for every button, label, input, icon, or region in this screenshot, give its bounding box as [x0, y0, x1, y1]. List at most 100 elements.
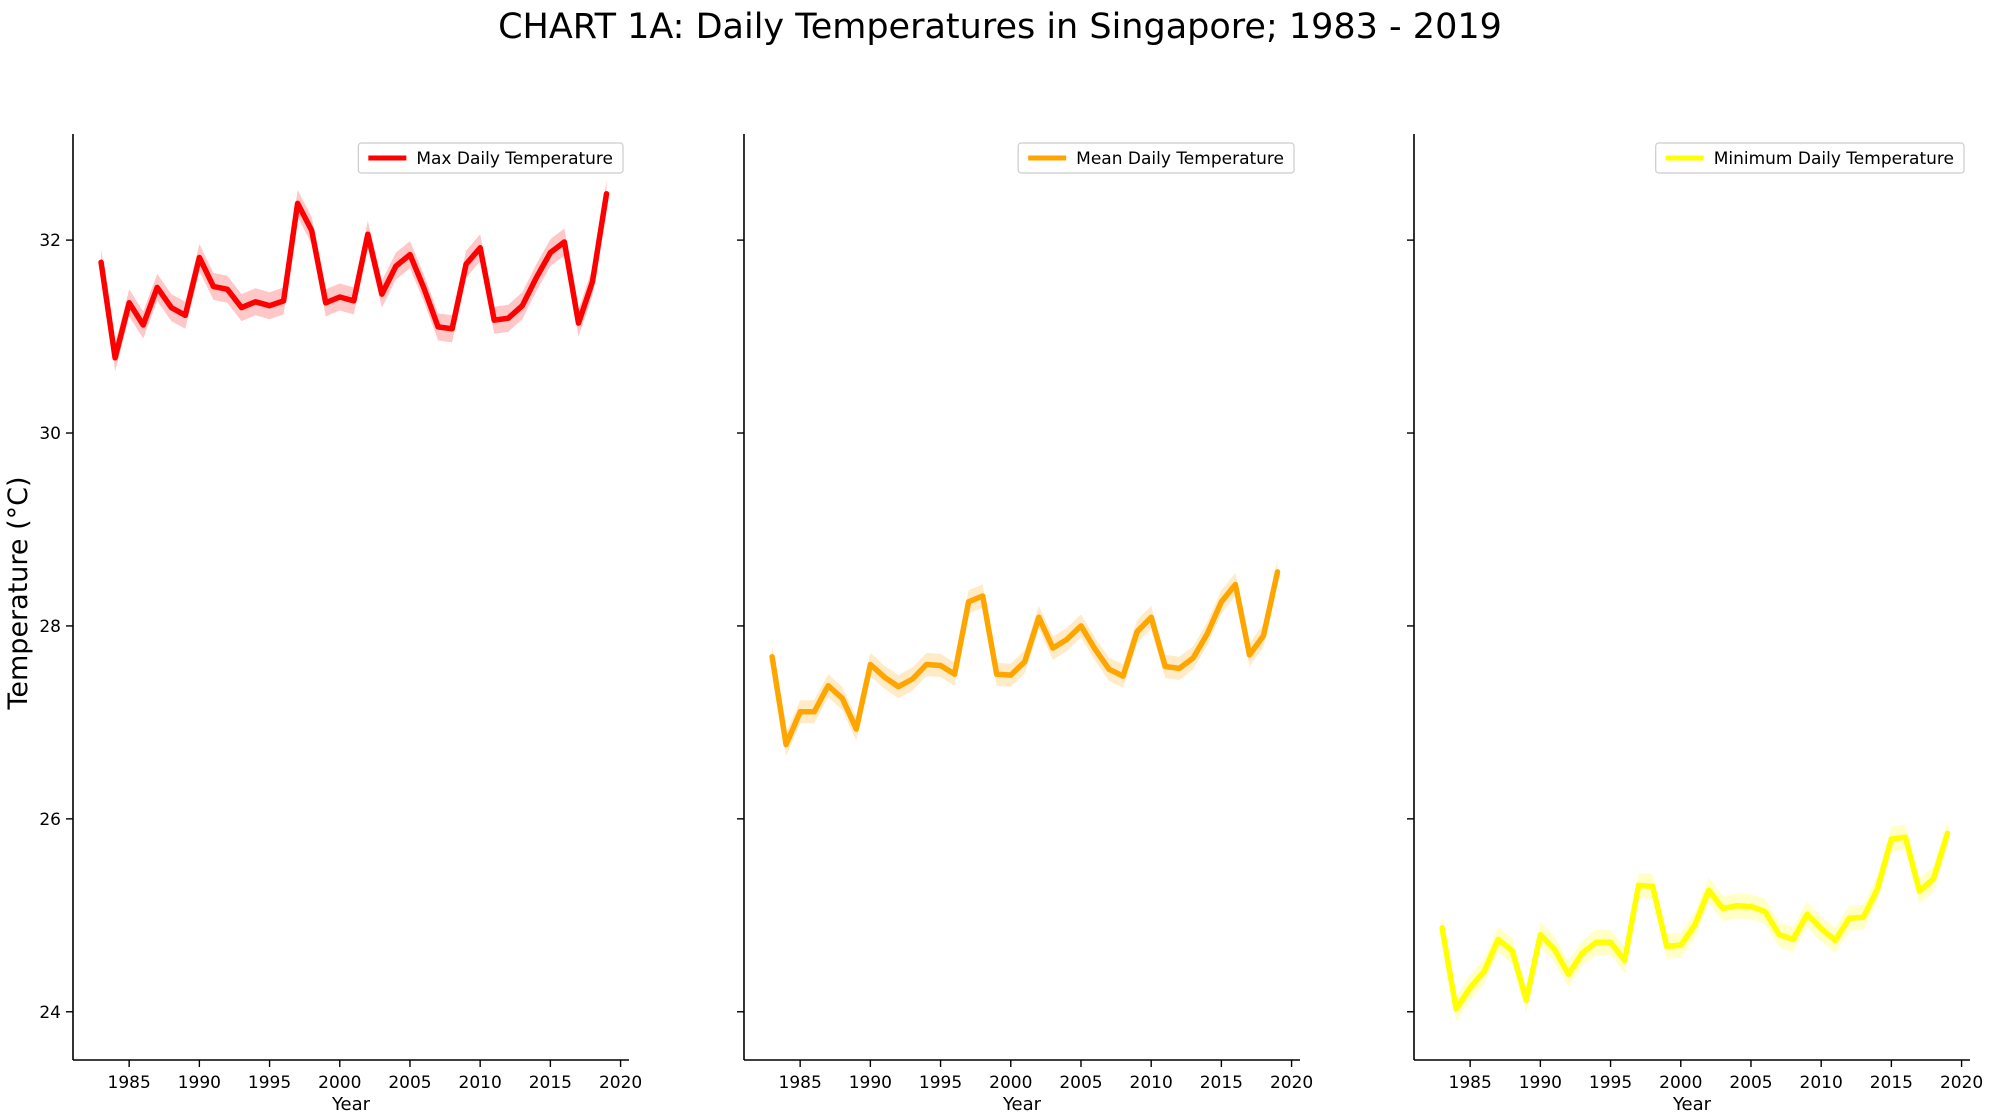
data-point: [211, 284, 216, 289]
data-point: [1247, 652, 1252, 657]
confidence-band-max-daily-temperature: [101, 180, 607, 372]
x-tick-label: 1995: [1589, 1073, 1632, 1093]
x-tick-label: 1990: [1519, 1073, 1562, 1093]
data-point: [770, 654, 775, 659]
x-tick-label: 1990: [178, 1073, 221, 1093]
legend-label: Minimum Daily Temperature: [1714, 149, 1954, 169]
data-point: [295, 201, 300, 206]
data-point: [1050, 646, 1055, 651]
data-point: [1149, 615, 1154, 620]
data-point: [1079, 623, 1084, 628]
data-point: [952, 672, 957, 677]
y-tick-label: 24: [39, 1003, 61, 1023]
data-point: [1275, 569, 1280, 574]
data-point: [784, 742, 789, 747]
data-point: [323, 300, 328, 305]
x-tick-label: 2000: [1659, 1073, 1702, 1093]
data-point: [183, 313, 188, 318]
legend-box: [1017, 142, 1295, 174]
data-point: [1482, 969, 1487, 974]
data-point: [910, 677, 915, 682]
data-point: [1566, 972, 1571, 977]
y-tick-label: 30: [39, 424, 61, 444]
x-tick-label: 2010: [459, 1073, 502, 1093]
x-tick-label: 1985: [779, 1073, 822, 1093]
data-point: [1580, 950, 1585, 955]
data-point: [141, 323, 146, 328]
x-tick-label: 1985: [108, 1073, 151, 1093]
x-tick-label: 1995: [248, 1073, 291, 1093]
data-point: [1524, 998, 1529, 1003]
legend-box: [1655, 142, 1965, 174]
data-point: [868, 662, 873, 667]
data-point: [1454, 1006, 1459, 1011]
data-point: [1538, 932, 1543, 937]
x-axis-label: Year: [331, 1094, 371, 1114]
data-point: [1889, 837, 1894, 842]
x-tick-label: 2005: [1729, 1073, 1772, 1093]
x-tick-label: 2005: [388, 1073, 431, 1093]
data-point: [1093, 647, 1098, 652]
data-point: [408, 252, 413, 257]
data-point: [1636, 883, 1641, 888]
data-point: [1191, 655, 1196, 660]
data-point: [1008, 673, 1013, 678]
data-point: [604, 191, 609, 196]
x-axis-label: Year: [1002, 1094, 1042, 1114]
data-point: [548, 250, 553, 255]
data-point: [854, 727, 859, 732]
data-point: [253, 299, 258, 304]
data-point: [896, 684, 901, 689]
x-tick-label: 1995: [919, 1073, 962, 1093]
data-point: [1552, 947, 1557, 952]
x-tick-label: 1990: [849, 1073, 892, 1093]
data-point: [127, 300, 132, 305]
data-point: [99, 260, 104, 265]
data-point: [436, 324, 441, 329]
data-point: [1163, 664, 1168, 669]
data-point: [1777, 932, 1782, 937]
x-tick-label: 2005: [1059, 1073, 1102, 1093]
data-point: [1261, 633, 1266, 638]
data-point: [239, 305, 244, 310]
data-point: [1622, 958, 1627, 963]
data-point: [365, 232, 370, 237]
data-point: [1135, 629, 1140, 634]
x-tick-label: 2015: [1870, 1073, 1913, 1093]
y-tick-label: 32: [39, 231, 61, 251]
data-point: [225, 287, 230, 292]
x-tick-label: 2000: [318, 1073, 361, 1093]
data-point: [492, 318, 497, 323]
data-point: [1931, 876, 1936, 881]
data-point: [534, 275, 539, 280]
data-point: [938, 663, 943, 668]
data-point: [562, 240, 567, 245]
data-point: [1510, 949, 1515, 954]
data-point: [590, 279, 595, 284]
data-point: [1440, 925, 1445, 930]
data-point: [169, 305, 174, 310]
data-point: [826, 683, 831, 688]
data-point: [520, 303, 525, 308]
y-tick-label: 26: [39, 810, 61, 830]
data-point: [1833, 938, 1838, 943]
data-point: [1734, 903, 1739, 908]
legend: Max Daily Temperature: [357, 142, 624, 174]
legend-label: Max Daily Temperature: [416, 149, 613, 169]
data-point: [422, 286, 427, 291]
data-point: [812, 709, 817, 714]
x-tick-label: 2010: [1130, 1073, 1173, 1093]
data-point: [1692, 923, 1697, 928]
data-point: [1819, 926, 1824, 931]
data-point: [980, 594, 985, 599]
data-point: [1177, 666, 1182, 671]
panel-mean-daily-temperature: 1985 1990 1995 2000 2005 2010 2015 2020 Year Mean…: [737, 134, 1313, 1114]
x-axis-label: Year: [1672, 1094, 1712, 1114]
x-tick-label: 2000: [989, 1073, 1032, 1093]
data-point: [1805, 912, 1810, 917]
data-point: [1468, 985, 1473, 990]
data-point: [1036, 615, 1041, 620]
data-point: [1107, 667, 1112, 672]
